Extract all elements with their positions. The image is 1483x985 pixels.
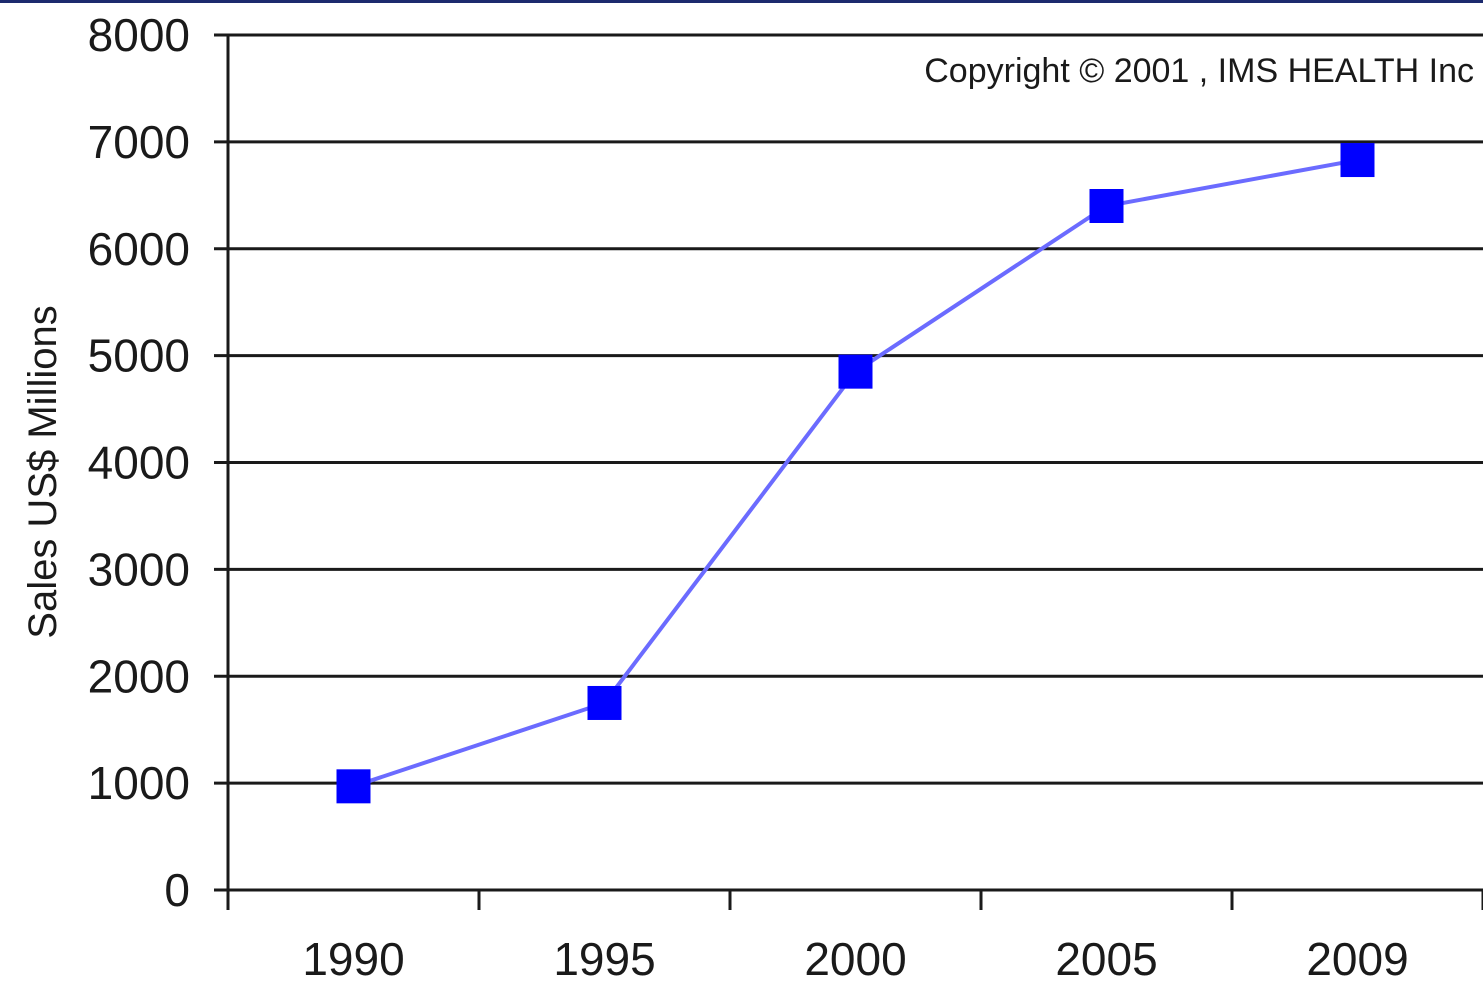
data-point-2005 [1089, 189, 1124, 223]
y-tick-label-2000: 2000 [88, 650, 190, 702]
y-axis-title: Sales US$ Millions [21, 305, 65, 638]
y-tick-label-5000: 5000 [88, 330, 190, 382]
y-tick-label-1000: 1000 [88, 757, 190, 809]
data-point-1990 [336, 769, 371, 804]
series-group [336, 143, 1375, 804]
data-point-2000 [838, 354, 873, 389]
x-tick-label-2009: 2009 [1306, 933, 1408, 985]
frame-top-bar [0, 0, 1483, 3]
y-tick-label-7000: 7000 [88, 116, 190, 168]
x-tick-label-2000: 2000 [804, 933, 906, 985]
data-point-2009 [1340, 143, 1375, 178]
y-tick-labels: 0 1000 2000 3000 4000 5000 6000 7000 8000 [88, 9, 190, 916]
x-tick-labels: 1990 1995 2000 2005 2009 [302, 933, 1408, 985]
gridlines [214, 33, 1483, 892]
data-point-1995 [587, 685, 622, 720]
copyright-note: Copyright © 2001 , IMS HEALTH Inc [924, 52, 1474, 90]
x-tick-label-1990: 1990 [302, 933, 404, 985]
x-tick-label-2005: 2005 [1055, 933, 1157, 985]
axes [226, 35, 1483, 910]
y-tick-label-4000: 4000 [88, 437, 190, 489]
y-tick-label-3000: 3000 [88, 543, 190, 595]
y-tick-label-0: 0 [164, 864, 190, 916]
y-tick-label-6000: 6000 [88, 223, 190, 275]
series-line-0 [352, 158, 1358, 789]
x-tick-label-1995: 1995 [553, 933, 655, 985]
y-tick-label-8000: 8000 [88, 9, 190, 61]
